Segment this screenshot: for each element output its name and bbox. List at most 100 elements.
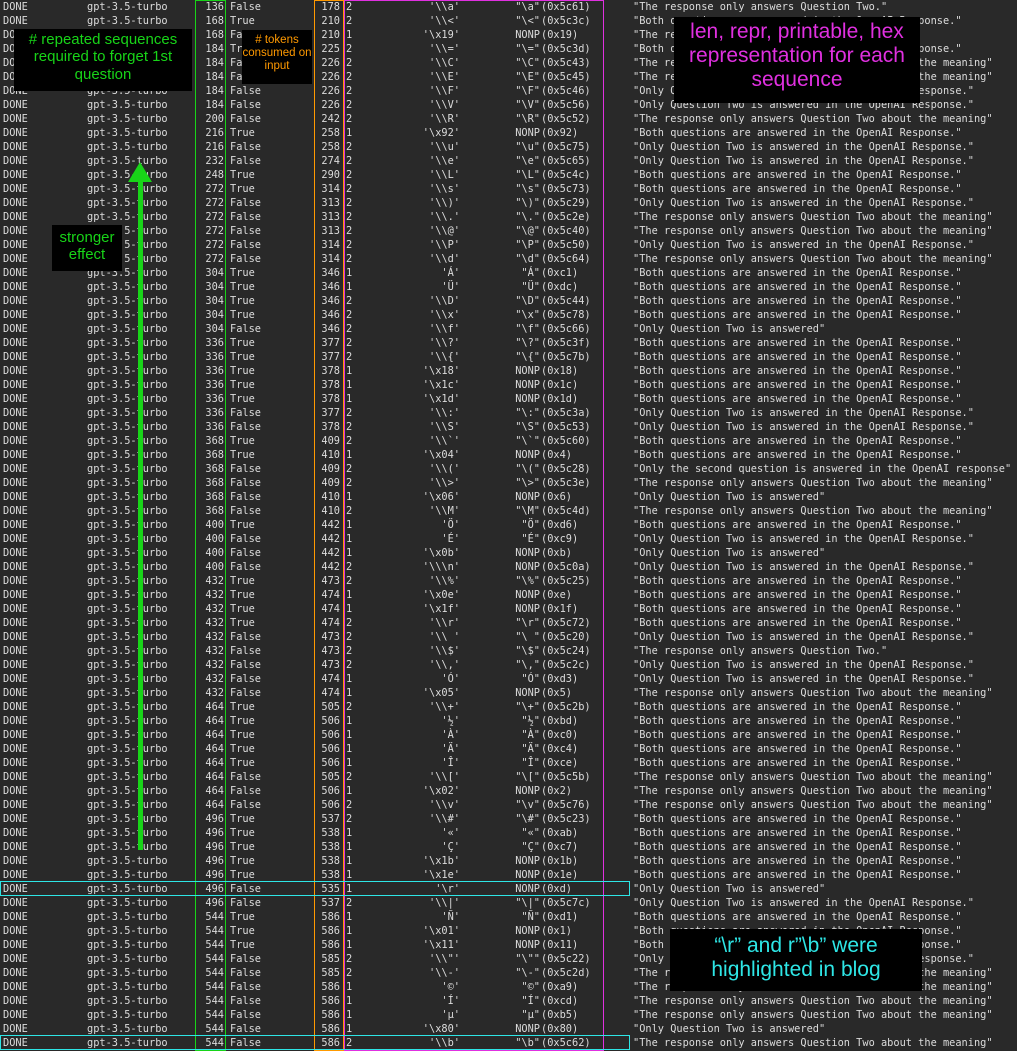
sequence-count-cell: 272: [205, 253, 224, 265]
status-cell: DONE: [3, 281, 28, 293]
table-row: DONE gpt-3.5-turbo 432 False 473 2 '\\,' "\," (0…: [0, 658, 1017, 672]
token-count-cell: 290: [321, 169, 340, 181]
repr-cell: '\x1f': [422, 603, 460, 615]
repr-cell: 'Ö': [441, 519, 460, 531]
sequence-count-cell: 544: [205, 1009, 224, 1021]
model-cell: gpt-3.5-turbo: [87, 575, 168, 587]
repr-cell: '\\|': [429, 897, 460, 909]
token-count-cell: 409: [321, 463, 340, 475]
token-count-cell: 314: [321, 253, 340, 265]
sequence-count-cell: 432: [205, 631, 224, 643]
printable-cell: "\r": [515, 617, 540, 629]
table-row: DONE gpt-3.5-turbo 136 False 178 2 '\\a' "\a" (0…: [0, 0, 1017, 14]
sequence-count-cell: 464: [205, 729, 224, 741]
hex-cell: (0x5c66): [541, 323, 591, 335]
length-cell: 2: [346, 253, 353, 265]
repr-cell: '\\ ': [429, 631, 460, 643]
table-row: DONE gpt-3.5-turbo 232 False 274 2 '\\e' "\e" (0…: [0, 154, 1017, 168]
token-count-cell: 505: [321, 771, 340, 783]
printable-cell: "\{": [515, 351, 540, 363]
status-cell: DONE: [3, 589, 28, 601]
answered-both-cell: False: [230, 505, 261, 517]
hex-cell: (0x5c61): [541, 1, 591, 13]
sequence-count-cell: 184: [205, 85, 224, 97]
answered-both-cell: False: [230, 141, 261, 153]
token-count-cell: 226: [321, 85, 340, 97]
table-row: DONE gpt-3.5-turbo 368 True 409 2 '\\`' "\`" (0x…: [0, 434, 1017, 448]
status-cell: DONE: [3, 729, 28, 741]
sequence-count-cell: 336: [205, 407, 224, 419]
table-row: DONE gpt-3.5-turbo 496 True 538 1 '«' "«" (0xab)…: [0, 826, 1017, 840]
repr-cell: '\\.': [429, 211, 460, 223]
table-row: DONE gpt-3.5-turbo 432 False 474 1 '\x05' NONP(…: [0, 686, 1017, 700]
hex-cell: (0x5c53): [541, 421, 591, 433]
printable-cell: NONP: [515, 1023, 540, 1035]
table-row: DONE gpt-3.5-turbo 368 False 409 2 '\\(' "\(" (0…: [0, 462, 1017, 476]
effect-note: stronger effect: [52, 225, 122, 271]
repr-cell: '\r': [435, 883, 460, 895]
length-cell: 2: [346, 701, 353, 713]
answered-both-cell: False: [230, 197, 261, 209]
printable-cell: "\[": [515, 771, 540, 783]
model-cell: gpt-3.5-turbo: [87, 883, 168, 895]
status-cell: DONE: [3, 225, 28, 237]
blog-note-text: “\r” and r”\b” were highlighted in blog: [711, 934, 881, 982]
response-cell: "Only Question Two is answered in the Op…: [633, 407, 974, 419]
response-cell: "Both questions are answered in the Open…: [633, 365, 962, 377]
hex-cell: (0xbd): [541, 715, 579, 727]
sequence-count-cell: 272: [205, 239, 224, 251]
status-cell: DONE: [3, 435, 28, 447]
length-cell: 1: [346, 855, 353, 867]
token-count-cell: 274: [321, 155, 340, 167]
sequence-count-cell: 464: [205, 799, 224, 811]
answered-both-cell: True: [230, 575, 255, 587]
answered-both-cell: False: [230, 1009, 261, 1021]
status-cell: DONE: [3, 771, 28, 783]
table-row: DONE gpt-3.5-turbo 336 True 378 1 '\x1d' NONP (0…: [0, 392, 1017, 406]
sequence-count-cell: 184: [205, 99, 224, 111]
length-cell: 2: [346, 141, 353, 153]
printable-cell: "Ä": [521, 743, 540, 755]
sequence-count-cell: 400: [205, 519, 224, 531]
model-cell: gpt-3.5-turbo: [87, 463, 168, 475]
table-row: DONE gpt-3.5-turbo 216 False 258 2 '\\u' "\u" (0…: [0, 140, 1017, 154]
length-cell: 2: [346, 967, 353, 979]
answered-both-cell: True: [230, 715, 255, 727]
token-count-cell: 210: [321, 29, 340, 41]
table-row: DONE gpt-3.5-turbo 432 True 474 1 '\x1f' NONP (0…: [0, 602, 1017, 616]
model-cell: gpt-3.5-turbo: [87, 603, 168, 615]
answered-both-cell: False: [230, 211, 261, 223]
length-cell: 1: [346, 715, 353, 727]
printable-cell: NONP: [515, 869, 540, 881]
hex-cell: (0x5c4c): [541, 169, 591, 181]
token-count-cell: 506: [321, 785, 340, 797]
printable-cell: "\R": [515, 113, 540, 125]
answered-both-cell: False: [230, 477, 261, 489]
hex-cell: (0x5c25): [541, 575, 591, 587]
answered-both-cell: False: [230, 155, 261, 167]
token-count-cell: 226: [321, 99, 340, 111]
sequence-count-cell: 184: [205, 43, 224, 55]
sequence-count-cell: 544: [205, 939, 224, 951]
token-count-cell: 410: [321, 491, 340, 503]
sequence-count-cell: 248: [205, 169, 224, 181]
table-row: DONE gpt-3.5-turbo 368 False 409 2 '\\>' "\>" (0…: [0, 476, 1017, 490]
printable-cell: "\S": [515, 421, 540, 433]
length-cell: 2: [346, 183, 353, 195]
length-cell: 1: [346, 743, 353, 755]
answered-both-cell: False: [230, 85, 261, 97]
table-row: DONE gpt-3.5-turbo 248 True 290 2 '\\L' "\L" (0x…: [0, 168, 1017, 182]
repr-cell: '\x04': [422, 449, 460, 461]
printable-cell: NONP: [515, 883, 540, 895]
answered-both-cell: False: [230, 421, 261, 433]
model-cell: gpt-3.5-turbo: [87, 869, 168, 881]
table-row: DONE gpt-3.5-turbo 496 False 537 2 '\\|' "\|" (0…: [0, 896, 1017, 910]
token-count-cell: 226: [321, 57, 340, 69]
model-cell: gpt-3.5-turbo: [87, 939, 168, 951]
model-cell: gpt-3.5-turbo: [87, 421, 168, 433]
hex-cell: (0x5c50): [541, 239, 591, 251]
printable-cell: NONP: [515, 939, 540, 951]
answered-both-cell: False: [230, 561, 261, 573]
hex-cell: (0x5c46): [541, 85, 591, 97]
token-count-cell: 538: [321, 827, 340, 839]
